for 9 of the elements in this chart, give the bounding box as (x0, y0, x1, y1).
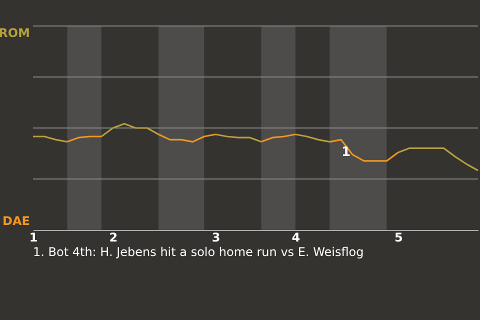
x-tick-label: 1 (29, 230, 38, 244)
annotation: 1 (341, 145, 351, 160)
x-tick-label: 5 (394, 230, 403, 244)
text: DAE (2, 214, 30, 228)
text: ROM (0, 26, 30, 40)
x-tick-label: 3 (212, 230, 220, 244)
text: 1. Bot 4th: H. Jebens hit a solo home run vs E. Weisflog (33, 245, 364, 259)
x-tick-label: 4 (292, 230, 300, 244)
x-tick-label: 2 (109, 230, 118, 244)
